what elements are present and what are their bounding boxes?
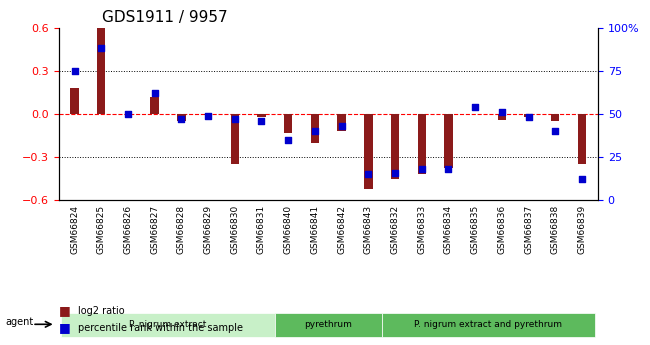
Bar: [417, 114, 426, 174]
Point: [470, 104, 480, 110]
Bar: [231, 114, 239, 164]
Text: ■: ■: [58, 321, 70, 334]
Text: ■: ■: [58, 304, 70, 317]
Point: [443, 166, 454, 172]
Bar: [551, 114, 560, 121]
Point: [577, 177, 587, 182]
Text: agent: agent: [6, 317, 34, 326]
Point: [363, 171, 374, 177]
Point: [203, 113, 213, 118]
FancyBboxPatch shape: [61, 313, 275, 337]
Bar: [70, 88, 79, 114]
Point: [256, 118, 266, 124]
Bar: [578, 114, 586, 164]
Text: GDS1911 / 9957: GDS1911 / 9957: [101, 10, 228, 25]
Bar: [337, 114, 346, 131]
Bar: [311, 114, 319, 142]
Bar: [498, 114, 506, 120]
Bar: [444, 114, 452, 168]
Point: [96, 46, 107, 51]
Point: [176, 116, 187, 122]
Bar: [150, 97, 159, 114]
Text: pyrethrum: pyrethrum: [304, 320, 352, 329]
Point: [550, 128, 560, 134]
Point: [417, 166, 427, 172]
Bar: [257, 114, 266, 117]
Bar: [525, 114, 533, 117]
Point: [309, 128, 320, 134]
Point: [283, 137, 293, 142]
Bar: [364, 114, 372, 189]
Point: [497, 109, 507, 115]
Text: log2 ratio: log2 ratio: [78, 306, 125, 315]
Point: [337, 123, 347, 129]
FancyBboxPatch shape: [275, 313, 382, 337]
Point: [390, 170, 400, 175]
Point: [123, 111, 133, 117]
Point: [523, 115, 534, 120]
Text: P. nigrum extract and pyrethrum: P. nigrum extract and pyrethrum: [415, 320, 562, 329]
FancyBboxPatch shape: [382, 313, 595, 337]
Bar: [391, 114, 399, 178]
Bar: [177, 114, 185, 121]
Bar: [204, 114, 213, 115]
Text: P. nigrum extract: P. nigrum extract: [129, 320, 207, 329]
Bar: [97, 25, 105, 114]
Text: percentile rank within the sample: percentile rank within the sample: [78, 323, 243, 333]
Bar: [284, 114, 292, 132]
Point: [150, 90, 160, 96]
Point: [70, 68, 80, 73]
Point: [229, 116, 240, 122]
